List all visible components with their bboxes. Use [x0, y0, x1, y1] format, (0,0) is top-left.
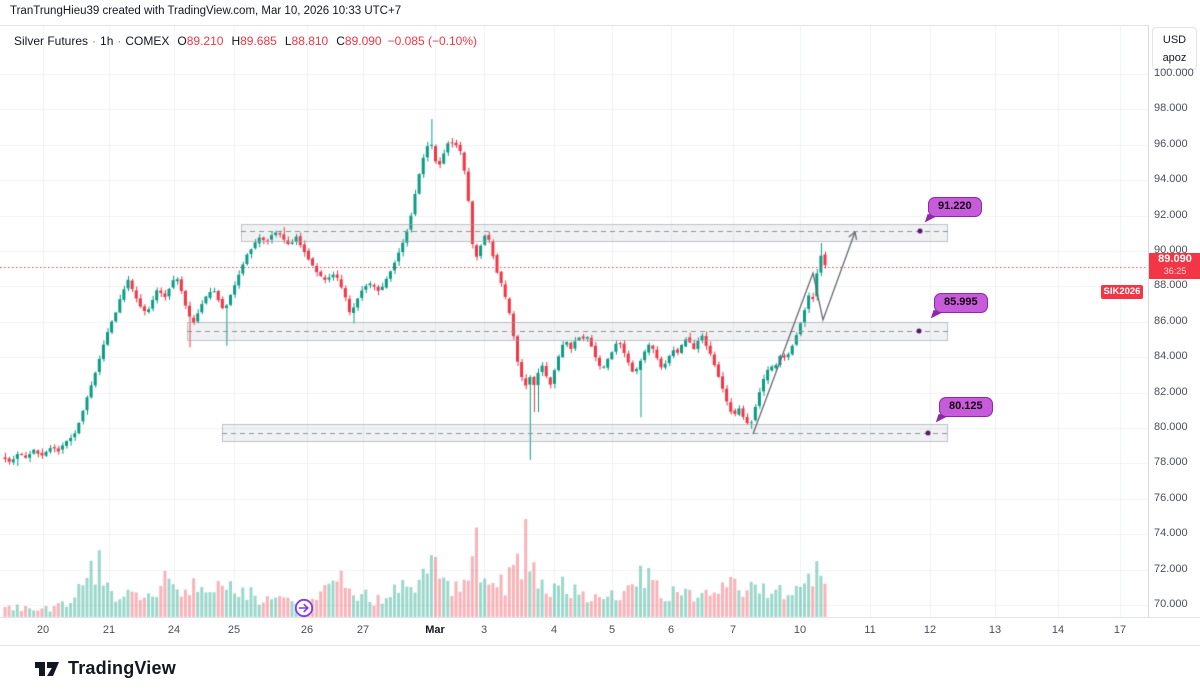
low-letter: L	[284, 34, 292, 48]
price-level-callout[interactable]: 85.995	[930, 293, 988, 322]
open-letter: O	[177, 34, 187, 48]
time-axis-label: 5	[608, 624, 616, 636]
price-axis-label: 82.000	[1154, 386, 1188, 398]
time-axis[interactable]: 20 21 24 25 26 27 Mar 3 4 5 6 7 10 11 12 13 14 17	[0, 617, 1200, 645]
close-value: 89.090	[344, 34, 382, 48]
legend-separator: ·	[117, 34, 122, 48]
symbol-title[interactable]: Silver Futures	[14, 34, 89, 48]
exchange-label: COMEX	[125, 34, 170, 48]
price-axis-label: 84.000	[1154, 350, 1188, 362]
last-price-badge: 89.090 36:25	[1149, 253, 1200, 279]
axis-unit: apoz	[1162, 52, 1187, 64]
price-axis-label: 88.000	[1154, 279, 1188, 291]
high-value: 89.685	[240, 34, 277, 48]
contract-label: SIK2026	[1101, 285, 1143, 299]
replay-arrow-icon[interactable]	[294, 598, 314, 618]
symbol-legend[interactable]: Silver Futures · 1h · COMEX O89.210 H89.685 L88…	[14, 34, 477, 48]
price-axis-label: 98.000	[1154, 102, 1188, 114]
time-axis-label: 7	[729, 624, 737, 636]
price-level-callout[interactable]: 91.220	[924, 197, 982, 226]
low-value: 88.810	[291, 34, 329, 48]
time-axis-label: 14	[1051, 624, 1065, 636]
time-axis-label: 25	[227, 624, 241, 636]
time-axis-label: 12	[923, 624, 937, 636]
change-value: −0.085 (−0.10%)	[387, 34, 477, 48]
time-axis-label: 6	[667, 624, 675, 636]
price-axis-label: 78.000	[1154, 456, 1188, 468]
price-axis-label: 76.000	[1154, 492, 1188, 504]
footer-bar: TradingView	[0, 645, 1200, 691]
price-axis-label: 92.000	[1154, 209, 1188, 221]
high-letter: H	[231, 34, 241, 48]
price-axis-label: 80.000	[1154, 421, 1188, 433]
time-axis-label: 27	[356, 624, 370, 636]
open-value: 89.210	[186, 34, 224, 48]
time-axis-label: 10	[793, 624, 807, 636]
price-axis-label: 94.000	[1154, 173, 1188, 185]
chart-pane[interactable]: Silver Futures · 1h · COMEX O89.210 H89.685 L88…	[0, 25, 1148, 618]
price-axis-label: 74.000	[1154, 527, 1188, 539]
time-axis-label: 11	[864, 624, 876, 636]
price-axis-label: 70.000	[1154, 598, 1188, 610]
price-axis-label: 86.000	[1154, 315, 1188, 327]
bar-countdown: 36:25	[1163, 266, 1187, 276]
price-axis-label: 72.000	[1154, 563, 1188, 575]
legend-separator: ·	[92, 34, 97, 48]
price-axis[interactable]: USD apoz 100.000 98.000 96.000 94.000 92.000…	[1148, 25, 1200, 617]
price-axis-label: 100.000	[1154, 67, 1194, 79]
tradingview-logo-icon[interactable]	[34, 660, 60, 678]
price-axis-label: 96.000	[1154, 138, 1188, 150]
price-level-callout[interactable]: 80.125	[935, 397, 993, 426]
axis-unit-box: USD apoz	[1152, 27, 1197, 70]
candlestick-chart-canvas[interactable]	[0, 26, 1148, 618]
close-letter: C	[336, 34, 345, 48]
tradingview-brand-text[interactable]: TradingView	[68, 658, 176, 678]
time-axis-label: 21	[102, 624, 116, 636]
attribution-text: TranTrungHieu39 created with TradingView…	[10, 5, 402, 17]
time-axis-label: 20	[36, 624, 50, 636]
time-axis-label: 24	[167, 624, 181, 636]
time-axis-label: 3	[480, 624, 488, 636]
time-axis-label: 13	[988, 624, 1002, 636]
time-axis-label: 17	[1113, 624, 1127, 636]
time-axis-label: 26	[300, 624, 314, 636]
time-axis-label: 4	[550, 624, 558, 636]
axis-currency: USD	[1162, 34, 1187, 46]
time-axis-label: Mar	[425, 624, 445, 636]
last-price-value: 89.090	[1158, 253, 1192, 265]
interval-label[interactable]: 1h	[100, 34, 114, 48]
